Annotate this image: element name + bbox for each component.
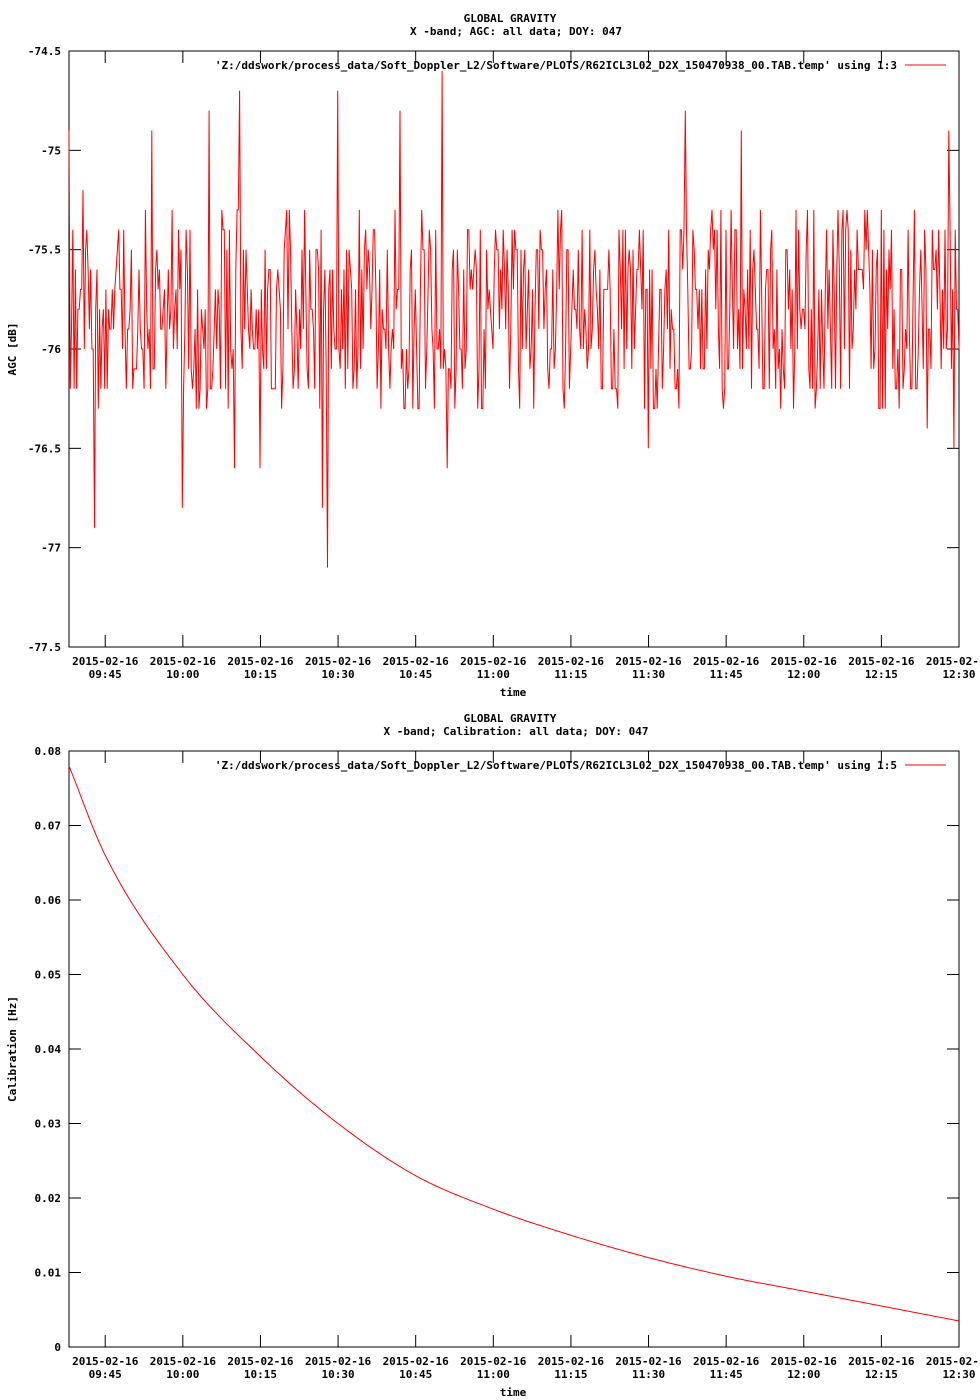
x-tick-label-time: 11:15 bbox=[554, 668, 587, 681]
x-tick-label-time: 10:30 bbox=[322, 1368, 355, 1381]
x-axis-label: time bbox=[500, 686, 527, 699]
x-tick-label-time: 11:00 bbox=[477, 668, 510, 681]
x-axis: 2015-02-1609:452015-02-1610:002015-02-16… bbox=[72, 751, 980, 1381]
calibration-panel: GLOBAL GRAVITY X -band; Calibration: all… bbox=[6, 712, 980, 1399]
legend-label: 'Z:/ddswork/process_data/Soft_Doppler_L2… bbox=[215, 759, 897, 772]
x-tick-label-date: 2015-02-16 bbox=[72, 655, 139, 668]
x-tick-label-time: 09:45 bbox=[89, 668, 122, 681]
x-tick-label-date: 2015-02-16 bbox=[305, 1355, 372, 1368]
x-tick-label-date: 2015-02-16 bbox=[538, 655, 605, 668]
chart-subtitle: X -band; Calibration: all data; DOY: 047 bbox=[384, 725, 649, 738]
chart-title: GLOBAL GRAVITY bbox=[464, 12, 557, 25]
y-axis: 0 0.01 0.02 0.03 0.04 0.05 0.06 0.07 0.08 bbox=[35, 745, 959, 1354]
x-tick-label-date: 2015-02-16 bbox=[460, 655, 527, 668]
y-tick-label: -75 bbox=[41, 144, 61, 157]
x-tick-label-time: 12:30 bbox=[942, 1368, 975, 1381]
x-tick-label-date: 2015-02-16 bbox=[771, 655, 838, 668]
y-tick-label: -75.5 bbox=[28, 244, 61, 257]
x-tick-label-time: 11:30 bbox=[632, 668, 665, 681]
x-tick-label-time: 10:30 bbox=[322, 668, 355, 681]
x-axis-label: time bbox=[500, 1386, 527, 1399]
y-tick-label: 0.06 bbox=[35, 894, 62, 907]
x-tick-label-time: 10:15 bbox=[244, 668, 277, 681]
y-tick-label: -76.5 bbox=[28, 442, 61, 455]
agc-panel: GLOBAL GRAVITY X -band; AGC: all data; D… bbox=[6, 12, 980, 699]
x-tick-label-date: 2015-02-16 bbox=[150, 1355, 217, 1368]
x-tick-label-date: 2015-02-16 bbox=[383, 655, 450, 668]
calibration-series-line bbox=[68, 765, 960, 1322]
x-tick-label-time: 10:00 bbox=[166, 1368, 199, 1381]
x-tick-label-date: 2015-02-16 bbox=[848, 655, 915, 668]
y-tick-label: 0.08 bbox=[35, 745, 62, 758]
y-tick-label: 0.07 bbox=[35, 820, 62, 833]
x-tick-label-time: 10:15 bbox=[244, 1368, 277, 1381]
y-axis-label: Calibration [Hz] bbox=[6, 996, 19, 1102]
y-tick-label: 0.05 bbox=[35, 969, 62, 982]
x-tick-label-date: 2015-02-16 bbox=[693, 1355, 760, 1368]
x-tick-label-date: 2015-02-16 bbox=[150, 655, 217, 668]
x-tick-label-time: 09:45 bbox=[89, 1368, 122, 1381]
agc-series-line bbox=[68, 70, 960, 568]
y-tick-label: -77.5 bbox=[28, 641, 61, 654]
x-tick-label-date: 2015-02-16 bbox=[771, 1355, 838, 1368]
x-tick-label-date: 2015-02-16 bbox=[383, 1355, 450, 1368]
x-tick-label-date: 2015-02-16 bbox=[693, 655, 760, 668]
x-tick-label-time: 12:00 bbox=[787, 668, 820, 681]
legend-label: 'Z:/ddswork/process_data/Soft_Doppler_L2… bbox=[215, 59, 897, 72]
y-tick-label: 0.03 bbox=[35, 1118, 62, 1131]
chart-subtitle: X -band; AGC: all data; DOY: 047 bbox=[410, 25, 622, 38]
plot-frame bbox=[68, 50, 960, 648]
x-tick-label-date: 2015-02-16 bbox=[615, 1355, 682, 1368]
x-tick-label-date: 2015-02-16 bbox=[926, 1355, 980, 1368]
x-tick-label-time: 12:00 bbox=[787, 1368, 820, 1381]
x-tick-label-date: 2015-02-16 bbox=[227, 1355, 294, 1368]
x-tick-label-time: 11:00 bbox=[477, 1368, 510, 1381]
x-axis: 2015-02-1609:452015-02-1610:002015-02-16… bbox=[72, 51, 980, 681]
chart-title: GLOBAL GRAVITY bbox=[464, 712, 557, 725]
x-tick-label-time: 11:45 bbox=[710, 668, 743, 681]
x-tick-label-time: 12:15 bbox=[865, 668, 898, 681]
x-tick-label-date: 2015-02-16 bbox=[227, 655, 294, 668]
y-tick-label: 0 bbox=[54, 1341, 61, 1354]
y-tick-label: 0.01 bbox=[35, 1267, 62, 1280]
x-tick-label-date: 2015-02-16 bbox=[460, 1355, 527, 1368]
x-tick-label-date: 2015-02-16 bbox=[848, 1355, 915, 1368]
x-tick-label-date: 2015-02-16 bbox=[615, 655, 682, 668]
x-tick-label-time: 11:15 bbox=[554, 1368, 587, 1381]
y-tick-label: -74.5 bbox=[28, 45, 61, 58]
plot-frame bbox=[68, 750, 960, 1348]
y-tick-label: 0.04 bbox=[35, 1043, 62, 1056]
x-tick-label-date: 2015-02-16 bbox=[926, 655, 980, 668]
x-tick-label-time: 11:30 bbox=[632, 1368, 665, 1381]
x-tick-label-time: 12:30 bbox=[942, 668, 975, 681]
y-axis-label: AGC [dB] bbox=[6, 323, 19, 376]
x-tick-label-date: 2015-02-16 bbox=[538, 1355, 605, 1368]
x-tick-label-time: 10:00 bbox=[166, 668, 199, 681]
x-tick-label-time: 10:45 bbox=[399, 668, 432, 681]
x-tick-label-time: 12:15 bbox=[865, 1368, 898, 1381]
x-tick-label-time: 11:45 bbox=[710, 1368, 743, 1381]
y-tick-label: -76 bbox=[41, 343, 61, 356]
x-tick-label-date: 2015-02-16 bbox=[72, 1355, 139, 1368]
y-tick-label: 0.02 bbox=[35, 1192, 62, 1205]
x-tick-label-date: 2015-02-16 bbox=[305, 655, 372, 668]
x-tick-label-time: 10:45 bbox=[399, 1368, 432, 1381]
y-tick-label: -77 bbox=[41, 542, 61, 555]
